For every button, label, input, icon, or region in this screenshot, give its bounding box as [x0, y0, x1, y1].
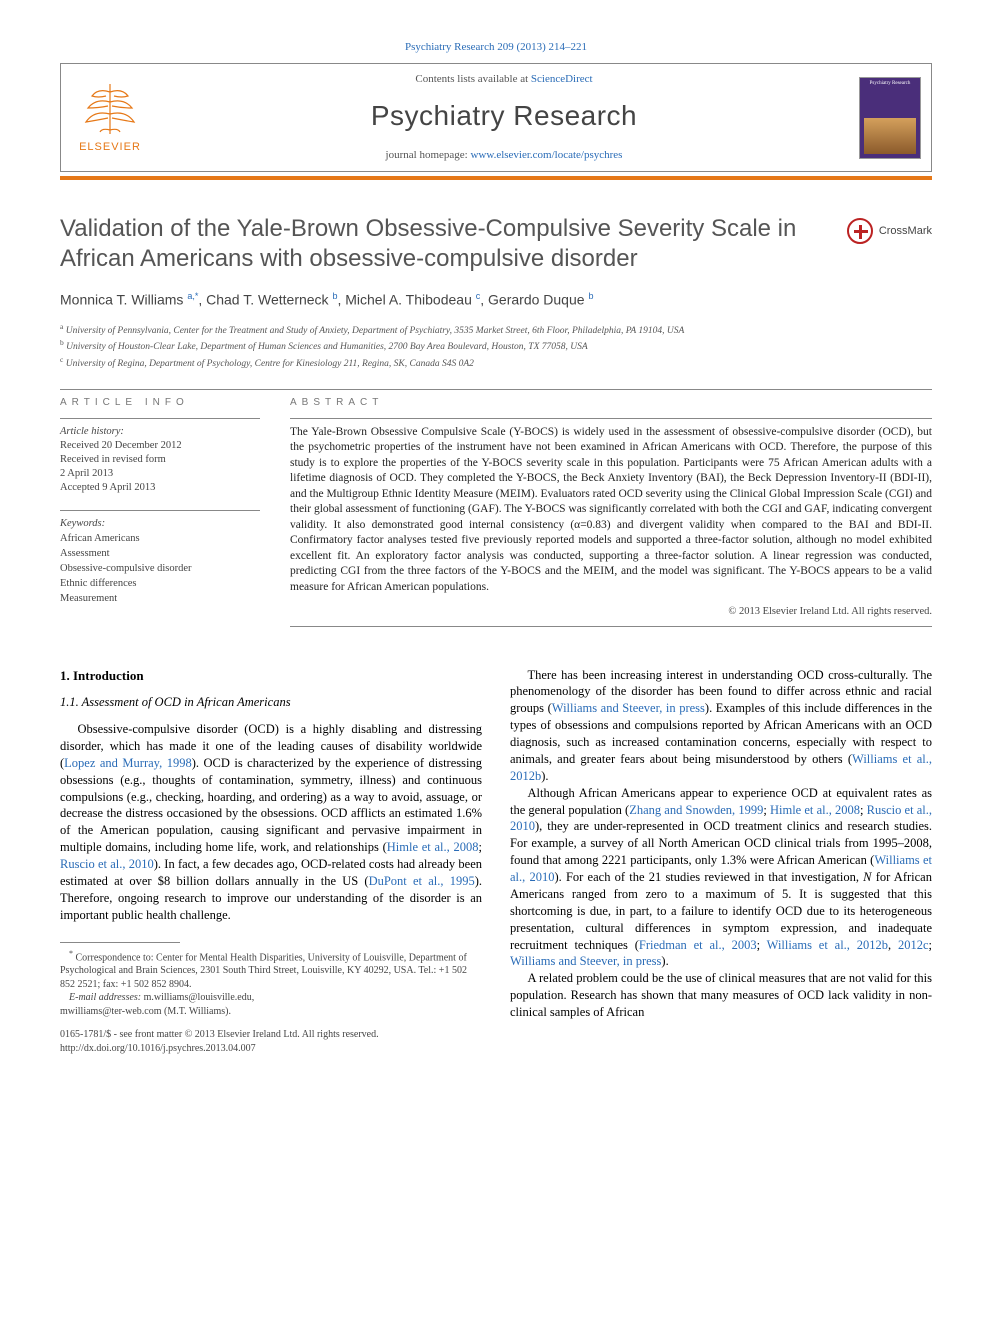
cover-art — [864, 118, 916, 154]
body-column-right: There has been increasing interest in un… — [510, 667, 932, 1056]
ref-lopez-murray-1998[interactable]: Lopez and Murray, 1998 — [64, 756, 192, 770]
footnote-divider — [60, 942, 180, 943]
contents-prefix: Contents lists available at — [415, 73, 530, 85]
cover-title: Psychiatry Research — [860, 81, 920, 88]
author-4[interactable]: Gerardo Duque — [488, 292, 585, 308]
keyword-3: Obsessive-compulsive disorder — [60, 562, 260, 576]
publisher-name: ELSEVIER — [79, 140, 141, 155]
sciencedirect-link[interactable]: ScienceDirect — [531, 73, 593, 85]
affiliation-a: University of Pennsylvania, Center for t… — [66, 326, 685, 336]
author-1-aff: a,* — [187, 291, 198, 301]
body-column-left: 1. Introduction 1.1. Assessment of OCD i… — [60, 667, 482, 1056]
article-info-column: ARTICLE INFO Article history: Received 2… — [60, 396, 260, 632]
journal-name: Psychiatry Research — [149, 97, 859, 135]
affiliations: a University of Pennsylvania, Center for… — [60, 322, 932, 371]
right-para-1: There has been increasing interest in un… — [510, 667, 932, 785]
crossmark-label: CrossMark — [879, 224, 932, 239]
doi-link[interactable]: http://dx.doi.org/10.1016/j.psychres.201… — [60, 1042, 482, 1056]
contents-line: Contents lists available at ScienceDirec… — [149, 72, 859, 87]
author-2-aff: b — [332, 291, 337, 301]
authors: Monnica T. Williams a,*, Chad T. Wettern… — [60, 290, 932, 310]
keyword-2: Assessment — [60, 547, 260, 561]
author-1[interactable]: Monnica T. Williams — [60, 292, 183, 308]
ref-williams-steever-inpress-2[interactable]: Williams and Steever, in press — [510, 954, 661, 968]
info-divider-1 — [60, 418, 260, 419]
keywords-block: Keywords: African Americans Assessment O… — [60, 517, 260, 607]
publisher-logo[interactable]: ELSEVIER — [71, 74, 149, 162]
ref-williams-steever-inpress-1[interactable]: Williams and Steever, in press — [552, 701, 705, 715]
keyword-1: African Americans — [60, 532, 260, 546]
accepted-date: Accepted 9 April 2013 — [60, 481, 260, 495]
section-1-heading: 1. Introduction — [60, 667, 482, 685]
ref-dupont-1995[interactable]: DuPont et al., 1995 — [369, 874, 475, 888]
abstract-copyright: © 2013 Elsevier Ireland Ltd. All rights … — [290, 605, 932, 619]
article-info-label: ARTICLE INFO — [60, 396, 260, 410]
history-label: Article history: — [60, 425, 260, 439]
email-footnote-2: mwilliams@ter-web.com (M.T. Williams). — [60, 1005, 482, 1019]
email-label: E-mail addresses: — [69, 992, 141, 1003]
corr-text: Correspondence to: Center for Mental Hea… — [60, 952, 467, 990]
author-3-aff: c — [476, 291, 481, 301]
elsevier-tree-icon — [80, 80, 140, 138]
header-box: ELSEVIER Contents lists available at Sci… — [60, 63, 932, 172]
homepage-line: journal homepage: www.elsevier.com/locat… — [149, 148, 859, 163]
ref-zhang-snowden-1999[interactable]: Zhang and Snowden, 1999 — [629, 803, 763, 817]
keywords-label: Keywords: — [60, 517, 260, 531]
accent-bar — [60, 176, 932, 180]
ref-ruscio-2010[interactable]: Ruscio et al., 2010 — [60, 857, 154, 871]
author-4-aff: b — [588, 291, 593, 301]
abstract-text: The Yale-Brown Obsessive Compulsive Scal… — [290, 425, 932, 596]
info-divider-2 — [60, 510, 260, 511]
homepage-prefix: journal homepage: — [386, 149, 471, 161]
homepage-link[interactable]: www.elsevier.com/locate/psychres — [470, 149, 622, 161]
revised-label: Received in revised form — [60, 453, 260, 467]
article-title: Validation of the Yale-Brown Obsessive-C… — [60, 214, 831, 274]
email-footnote: E-mail addresses: m.williams@louisville.… — [60, 991, 482, 1005]
journal-citation[interactable]: Psychiatry Research 209 (2013) 214–221 — [60, 40, 932, 55]
keyword-5: Measurement — [60, 592, 260, 606]
right-para-2: Although African Americans appear to exp… — [510, 785, 932, 971]
author-2[interactable]: Chad T. Wetterneck — [206, 292, 328, 308]
section-1-1-heading: 1.1. Assessment of OCD in African Americ… — [60, 694, 482, 711]
ref-friedman-2003[interactable]: Friedman et al., 2003 — [639, 938, 757, 952]
correspondence-footnote: * Correspondence to: Center for Mental H… — [60, 949, 482, 992]
revised-date: 2 April 2013 — [60, 467, 260, 481]
abstract-divider-1 — [290, 418, 932, 419]
issn-line: 0165-1781/$ - see front matter © 2013 El… — [60, 1028, 482, 1042]
header-center: Contents lists available at ScienceDirec… — [149, 72, 859, 163]
ref-himle-2008[interactable]: Himle et al., 2008 — [387, 840, 479, 854]
crossmark-icon — [847, 218, 873, 244]
journal-cover-thumbnail[interactable]: Psychiatry Research — [859, 77, 921, 159]
abstract-divider-2 — [290, 626, 932, 627]
affiliation-b: University of Houston-Clear Lake, Depart… — [66, 342, 588, 352]
abstract-column: ABSTRACT The Yale-Brown Obsessive Compul… — [290, 396, 932, 632]
article-history: Article history: Received 20 December 20… — [60, 425, 260, 496]
received-date: Received 20 December 2012 — [60, 439, 260, 453]
corr-marker: * — [69, 949, 73, 958]
abstract-label: ABSTRACT — [290, 396, 932, 410]
affiliation-c: University of Regina, Department of Psyc… — [66, 359, 474, 369]
ref-williams-2012b-2[interactable]: Williams et al., 2012b — [767, 938, 888, 952]
email-2[interactable]: mwilliams@ter-web.com (M.T. Williams). — [60, 1006, 231, 1017]
left-para-1: Obsessive-compulsive disorder (OCD) is a… — [60, 721, 482, 924]
email-1[interactable]: m.williams@louisville.edu, — [144, 992, 255, 1003]
ref-williams-2012c[interactable]: 2012c — [898, 938, 929, 952]
crossmark-badge[interactable]: CrossMark — [847, 218, 932, 244]
keyword-4: Ethnic differences — [60, 577, 260, 591]
right-para-3: A related problem could be the use of cl… — [510, 970, 932, 1021]
ref-himle-2008-2[interactable]: Himle et al., 2008 — [770, 803, 860, 817]
section-divider — [60, 389, 932, 390]
author-3[interactable]: Michel A. Thibodeau — [345, 292, 472, 308]
